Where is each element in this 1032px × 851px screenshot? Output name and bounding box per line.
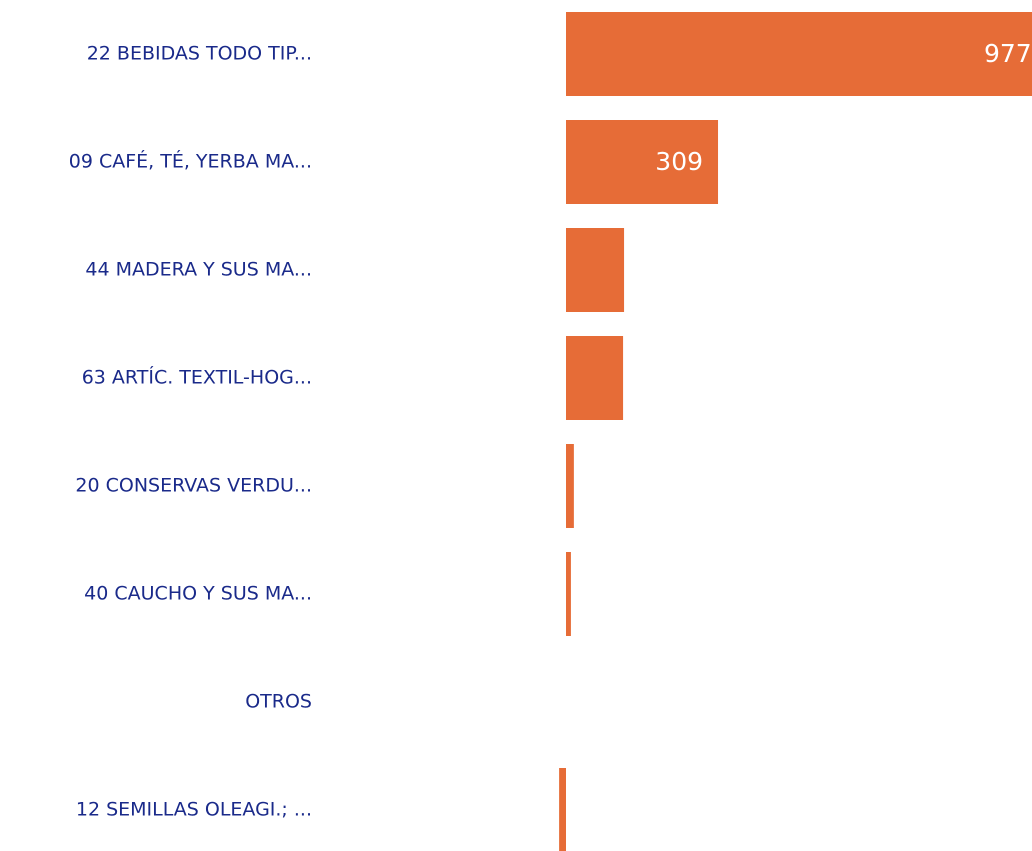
category-label: OTROS <box>245 691 312 713</box>
category-label: 44 MADERA Y SUS MA... <box>85 259 312 281</box>
bar <box>559 768 566 851</box>
category-label: 12 SEMILLAS OLEAGI.; ... <box>76 799 312 821</box>
category-label: 40 CAUCHO Y SUS MA... <box>84 583 312 605</box>
bar <box>566 12 1032 96</box>
bar <box>566 228 625 312</box>
bar <box>566 120 719 204</box>
category-label: 63 ARTÍC. TEXTIL-HOG... <box>82 366 312 389</box>
data-label: 309 <box>655 147 703 176</box>
bar <box>566 444 574 528</box>
bar <box>566 336 624 420</box>
category-label: 22 BEBIDAS TODO TIP... <box>87 43 312 65</box>
category-label: 20 CONSERVAS VERDU... <box>75 475 312 497</box>
bar <box>566 552 571 636</box>
category-label: 09 CAFÉ, TÉ, YERBA MA... <box>69 150 312 173</box>
data-label: 977 <box>984 39 1032 68</box>
